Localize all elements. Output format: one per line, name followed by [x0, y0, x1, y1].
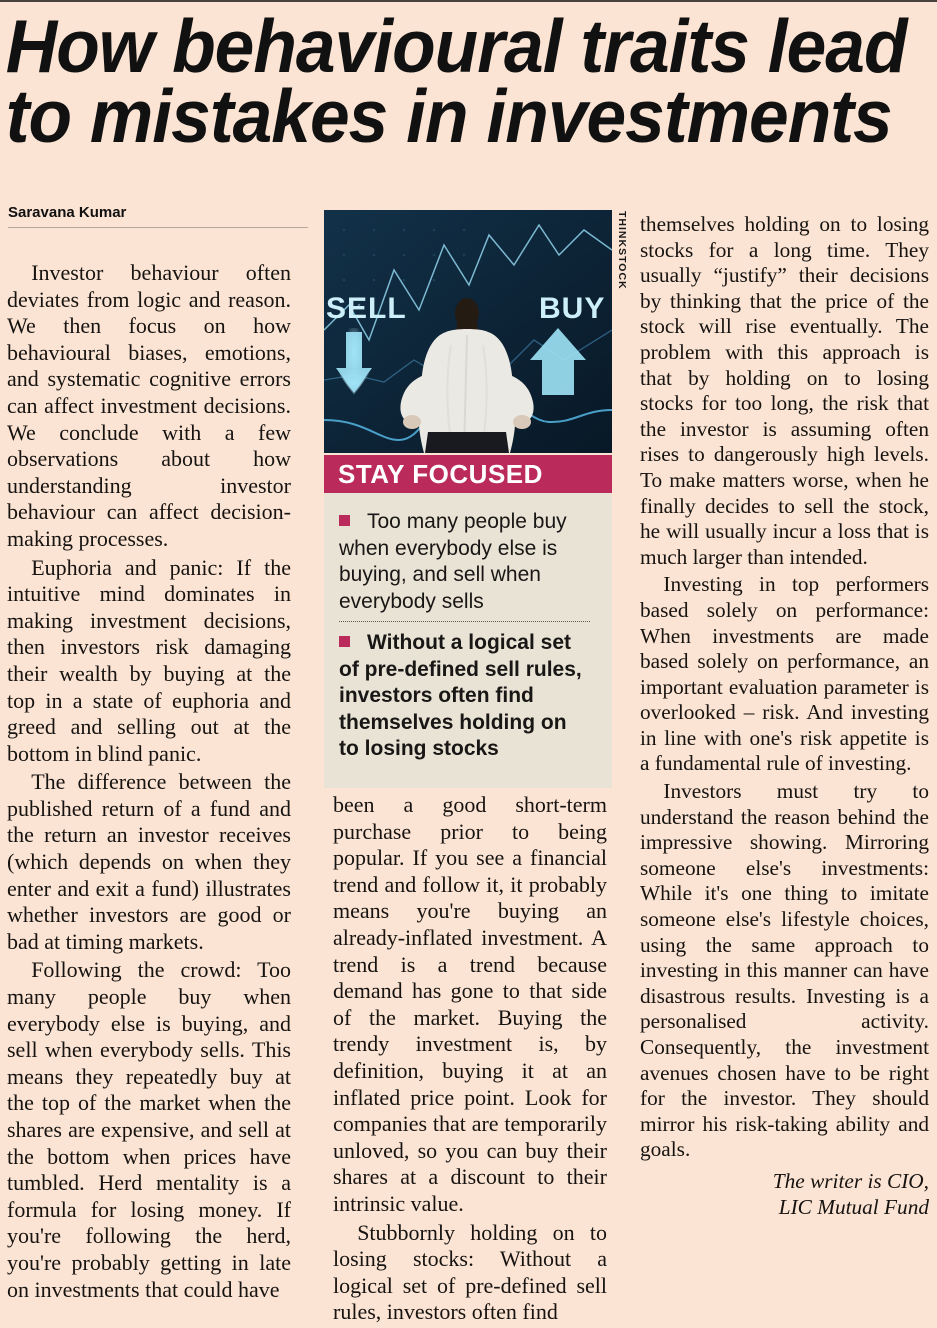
svg-text:SELL: SELL — [326, 292, 407, 325]
svg-text:BUY: BUY — [539, 292, 605, 325]
